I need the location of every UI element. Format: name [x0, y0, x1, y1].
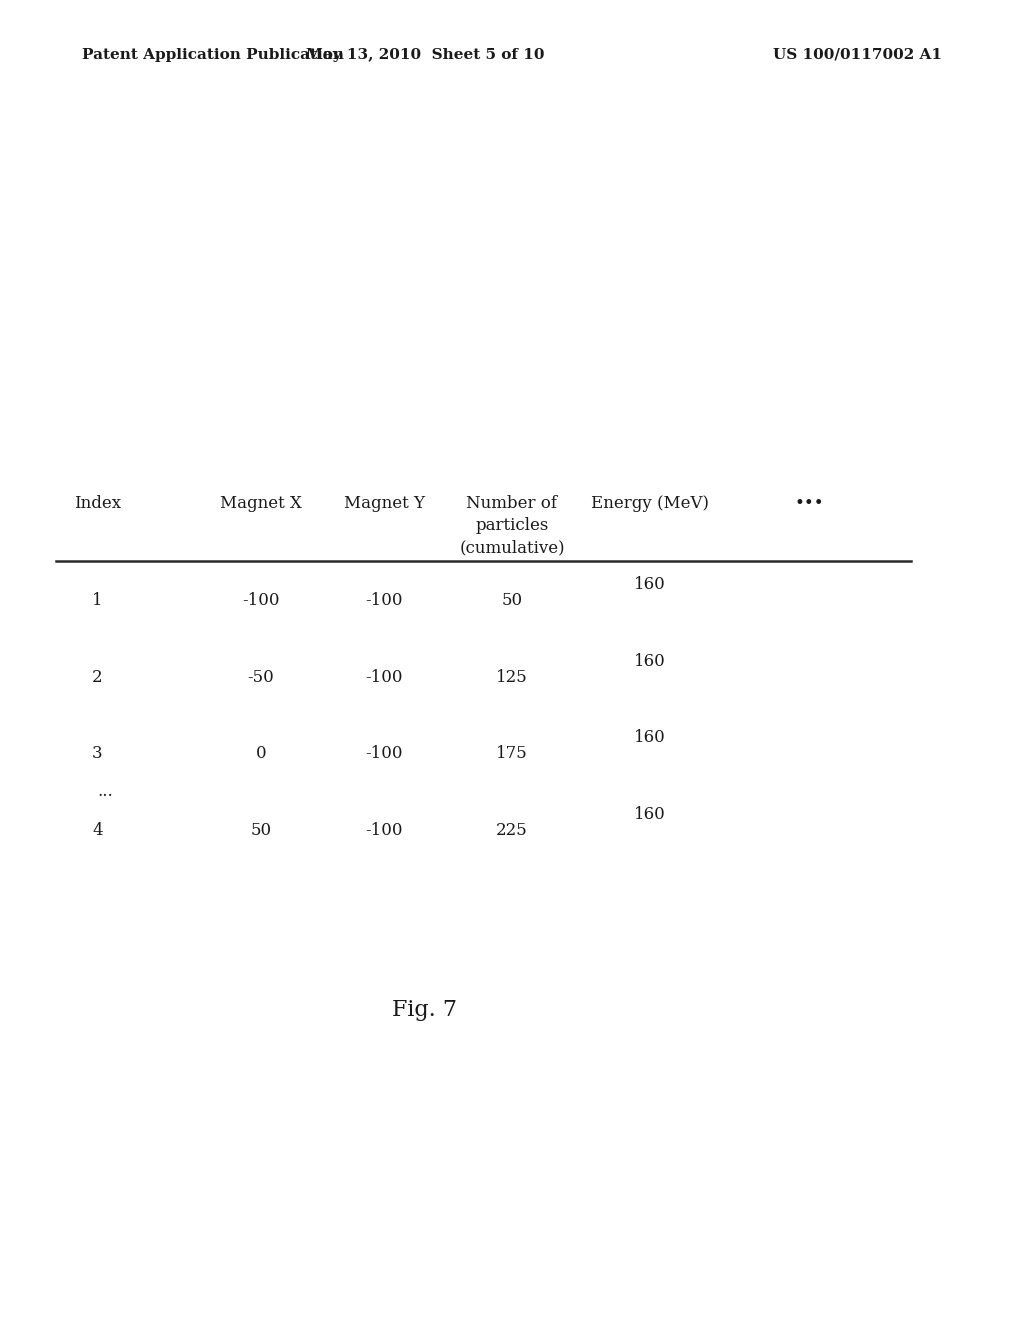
Text: 1: 1: [92, 593, 102, 609]
Text: Magnet X: Magnet X: [220, 495, 302, 512]
Text: 125: 125: [496, 669, 528, 685]
Text: May 13, 2010  Sheet 5 of 10: May 13, 2010 Sheet 5 of 10: [306, 48, 544, 62]
Text: 225: 225: [496, 822, 528, 838]
Text: -100: -100: [243, 593, 280, 609]
Text: 50: 50: [502, 593, 522, 609]
Text: ...: ...: [97, 784, 113, 800]
Text: 50: 50: [251, 822, 271, 838]
Text: Magnet Y: Magnet Y: [343, 495, 425, 512]
Text: US 100/0117002 A1: US 100/0117002 A1: [773, 48, 942, 62]
Text: -100: -100: [366, 669, 402, 685]
Text: Energy (MeV): Energy (MeV): [591, 495, 710, 512]
Text: 4: 4: [92, 822, 102, 838]
Text: •••: •••: [795, 495, 823, 512]
Text: -50: -50: [248, 669, 274, 685]
Text: 175: 175: [496, 746, 528, 762]
Text: 2: 2: [92, 669, 102, 685]
Text: Index: Index: [74, 495, 121, 512]
Text: 160: 160: [634, 653, 667, 669]
Text: Fig. 7: Fig. 7: [392, 999, 458, 1020]
Text: Patent Application Publication: Patent Application Publication: [82, 48, 344, 62]
Text: -100: -100: [366, 593, 402, 609]
Text: 3: 3: [92, 746, 102, 762]
Text: 160: 160: [634, 577, 667, 593]
Text: Number of
particles
(cumulative): Number of particles (cumulative): [459, 495, 565, 557]
Text: 0: 0: [256, 746, 266, 762]
Text: 160: 160: [634, 730, 667, 746]
Text: -100: -100: [366, 746, 402, 762]
Text: -100: -100: [366, 822, 402, 838]
Text: 160: 160: [634, 807, 667, 822]
